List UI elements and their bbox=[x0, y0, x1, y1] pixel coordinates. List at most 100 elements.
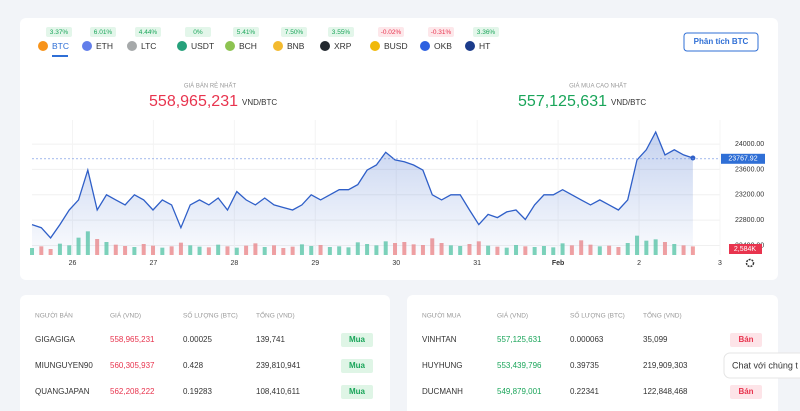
action-text[interactable]: Bán bbox=[738, 335, 753, 344]
table-cell: 122,848,468 bbox=[643, 387, 688, 396]
table-cell: 549,879,001 bbox=[497, 387, 542, 396]
table-cell: 0.22341 bbox=[570, 387, 599, 396]
action-button[interactable] bbox=[341, 359, 373, 373]
table-cell: 558,965,231 bbox=[110, 335, 155, 344]
price-line bbox=[31, 130, 694, 239]
action-button[interactable] bbox=[730, 333, 762, 347]
coin-symbol[interactable]: XRP bbox=[334, 41, 352, 51]
x-tick-label: 2 bbox=[637, 260, 641, 267]
table-header: NGƯỜI BÁN bbox=[35, 311, 73, 320]
change-text: 3.36% bbox=[477, 29, 496, 36]
action-text[interactable]: Mua bbox=[349, 335, 366, 344]
coin-symbol[interactable]: OKB bbox=[434, 41, 452, 51]
change-text: 4.44% bbox=[139, 29, 158, 36]
change-text: 3.55% bbox=[332, 29, 351, 36]
change-badge bbox=[473, 27, 499, 37]
buy-price: 557,125,631 bbox=[518, 93, 607, 110]
action-button[interactable] bbox=[341, 385, 373, 399]
table-header: SỐ LƯỢNG (BTC) bbox=[183, 310, 238, 320]
sell-price: 558,965,231 bbox=[149, 93, 238, 110]
x-tick-label: 28 bbox=[230, 260, 238, 267]
table-cell: 139,741 bbox=[256, 335, 285, 344]
table-cell: MIUNGUYEN90 bbox=[35, 361, 93, 370]
coin-symbol[interactable]: BUSD bbox=[384, 41, 408, 51]
x-tick-label: Feb bbox=[552, 260, 564, 267]
coin-icon bbox=[225, 41, 235, 51]
analyze-button-text[interactable]: Phân tích BTC bbox=[694, 37, 749, 46]
change-text: 6.01% bbox=[94, 29, 113, 36]
change-badge bbox=[281, 27, 307, 37]
table-cell: 219,909,303 bbox=[643, 361, 688, 370]
chat-popup[interactable] bbox=[723, 352, 800, 379]
coin-symbol[interactable]: HT bbox=[479, 41, 490, 51]
table-header: TỔNG (VND) bbox=[643, 311, 682, 320]
coin-symbol[interactable]: USDT bbox=[191, 41, 214, 51]
table-cell: 562,208,222 bbox=[110, 387, 155, 396]
x-tick-label: 27 bbox=[150, 260, 158, 267]
coin-symbol[interactable]: BCH bbox=[239, 41, 257, 51]
last-price-box bbox=[721, 153, 765, 164]
change-badge bbox=[328, 27, 354, 37]
action-button[interactable] bbox=[730, 385, 762, 399]
price-area bbox=[32, 132, 693, 255]
table-cell: 0.428 bbox=[183, 361, 204, 370]
table-cell: GIGAGIGA bbox=[35, 335, 76, 344]
coin-icon bbox=[370, 41, 380, 51]
chat-text[interactable]: Chat với chúng t bbox=[732, 360, 798, 370]
buyers-card bbox=[407, 295, 778, 411]
coin-symbol[interactable]: ETH bbox=[96, 41, 113, 51]
sell-unit: VND/BTC bbox=[242, 98, 277, 107]
change-badge bbox=[378, 27, 404, 37]
table-cell: 0.00025 bbox=[183, 335, 212, 344]
action-text[interactable]: Mua bbox=[349, 361, 366, 370]
action-button[interactable] bbox=[341, 333, 373, 347]
y-tick-label: 23600.00 bbox=[735, 166, 764, 173]
table-cell: VINHTAN bbox=[422, 335, 457, 344]
coin-symbol[interactable]: BNB bbox=[287, 41, 305, 51]
x-tick-label: 26 bbox=[69, 260, 77, 267]
change-badge bbox=[135, 27, 161, 37]
change-text: -0.02% bbox=[381, 29, 402, 36]
action-text[interactable]: Mua bbox=[349, 387, 366, 396]
last-volume-text: 2,584K bbox=[734, 246, 757, 253]
y-tick-label: 24000.00 bbox=[735, 141, 764, 148]
last-point bbox=[690, 155, 696, 161]
last-volume-box bbox=[729, 244, 762, 254]
change-badge bbox=[185, 27, 211, 37]
table-cell: DUCMANH bbox=[422, 387, 463, 396]
table-header: NGƯỜI MUA bbox=[422, 311, 462, 320]
analyze-button[interactable] bbox=[683, 32, 759, 52]
coin-icon bbox=[420, 41, 430, 51]
action-text[interactable]: Bán bbox=[738, 387, 753, 396]
change-badge bbox=[90, 27, 116, 37]
coin-icon bbox=[82, 41, 92, 51]
change-text: -0.31% bbox=[431, 29, 452, 36]
change-text: 3.37% bbox=[50, 29, 69, 36]
coin-icon bbox=[38, 41, 48, 51]
buy-unit: VND/BTC bbox=[611, 98, 646, 107]
table-cell: 0.000063 bbox=[570, 335, 604, 344]
settings-icon[interactable] bbox=[745, 258, 755, 268]
change-badge bbox=[428, 27, 454, 37]
x-tick-label: 31 bbox=[473, 260, 481, 267]
table-cell: 239,810,941 bbox=[256, 361, 301, 370]
coin-symbol[interactable]: LTC bbox=[141, 41, 156, 51]
table-cell: 108,410,611 bbox=[256, 387, 300, 396]
buy-label: GIÁ MUA CAO NHẤT bbox=[569, 83, 627, 90]
change-text: 7.50% bbox=[285, 29, 304, 36]
x-tick-label: 29 bbox=[311, 260, 319, 267]
coin-icon bbox=[177, 41, 187, 51]
table-cell: HUYHUNG bbox=[422, 361, 462, 370]
table-header: TỔNG (VND) bbox=[256, 311, 295, 320]
table-cell: 553,439,796 bbox=[497, 361, 542, 370]
x-tick-label: 3 bbox=[718, 260, 722, 267]
table-header: GIÁ (VND) bbox=[110, 311, 141, 320]
coin-symbol[interactable]: BTC bbox=[52, 41, 69, 51]
table-cell: 560,305,937 bbox=[110, 361, 155, 370]
table-cell: QUANGJAPAN bbox=[35, 387, 90, 396]
change-badge bbox=[233, 27, 259, 37]
sellers-card bbox=[20, 295, 390, 411]
change-text: 5.41% bbox=[237, 29, 256, 36]
change-badge bbox=[46, 27, 72, 37]
